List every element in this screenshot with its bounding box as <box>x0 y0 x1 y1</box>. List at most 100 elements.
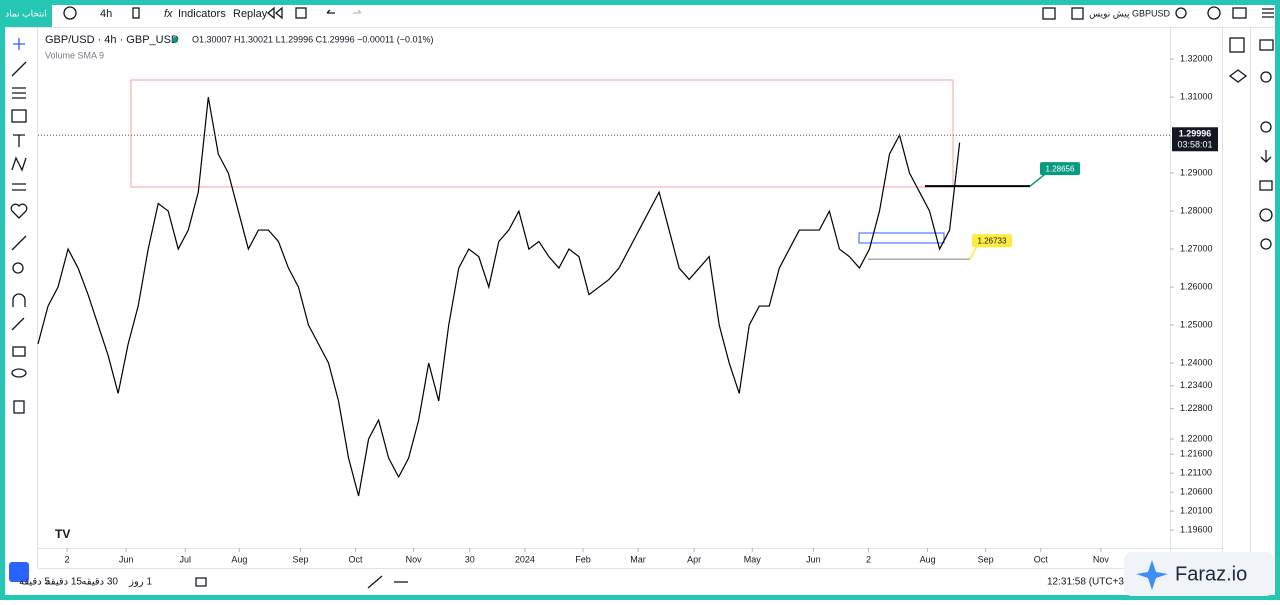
x-tick-label: Nov <box>1093 554 1110 564</box>
symbol-button[interactable] <box>0 0 52 28</box>
tv-logo: TV <box>55 527 70 541</box>
x-tick-label: 2 <box>65 554 70 564</box>
undo-icon[interactable] <box>326 9 335 14</box>
y-tick-label: 1.22800 <box>1180 403 1213 413</box>
last-price-box <box>1172 127 1218 152</box>
timeframe[interactable]: 15 دقیقه <box>45 577 82 588</box>
market-status <box>172 37 178 43</box>
add-icon[interactable] <box>63 6 77 20</box>
hide-tool[interactable] <box>11 368 27 378</box>
layout-icon[interactable] <box>295 7 307 19</box>
alert-icon[interactable] <box>1260 71 1272 83</box>
level-connector <box>969 245 978 260</box>
download-icon[interactable] <box>1260 150 1272 163</box>
watermark-logo <box>1136 560 1168 590</box>
icon-tool[interactable] <box>10 203 28 219</box>
share-icon[interactable] <box>1260 238 1272 250</box>
x-tick-label: Aug <box>231 554 247 564</box>
y-tick-label: 1.20600 <box>1180 487 1213 497</box>
countdown: 03:58:01 <box>1177 140 1212 150</box>
y-tick-label: 1.28000 <box>1180 205 1213 215</box>
level-label: 1.28656 <box>1046 164 1075 173</box>
plot: 1.32000 1.31000 1.29000 1.28000 1.27000 1.260… <box>37 54 1218 564</box>
x-tick-label: Jun <box>119 554 134 564</box>
settings-icon[interactable] <box>1260 121 1272 133</box>
card-icon[interactable] <box>1259 180 1273 191</box>
crosshair-tool[interactable] <box>13 38 25 50</box>
fib-tool[interactable] <box>12 87 26 99</box>
x-tick-label: Sep <box>978 554 994 564</box>
settings-icon[interactable] <box>1207 6 1221 20</box>
lock-tool[interactable] <box>12 346 26 357</box>
level-label-box <box>1040 162 1080 176</box>
replay-icon[interactable] <box>266 6 283 20</box>
y-tick-label: 1.21600 <box>1180 449 1213 459</box>
y-tick-label: 1.21100 <box>1180 468 1212 478</box>
profile-icon[interactable] <box>1259 208 1273 222</box>
x-tick-label: Nov <box>406 554 423 564</box>
x-tick-label: Mar <box>630 554 646 564</box>
magnet-tool[interactable] <box>12 293 26 307</box>
price-line <box>37 97 961 497</box>
interval[interactable]: 4h <box>100 8 112 20</box>
level-label: 1.26733 <box>978 236 1007 245</box>
x-tick-label: Oct <box>1034 554 1049 564</box>
y-tick-label: 1.22000 <box>1180 433 1213 443</box>
trend-line-tool[interactable] <box>11 61 27 77</box>
x-tick-label: 30 <box>465 554 475 564</box>
x-tick-label: Aug <box>920 554 936 564</box>
y-tick-label: 1.27000 <box>1180 243 1213 253</box>
favorites-button[interactable] <box>9 562 29 582</box>
shape-tool[interactable] <box>11 109 27 123</box>
order-block[interactable] <box>858 232 945 244</box>
pattern-tool[interactable] <box>11 156 27 172</box>
line-tool[interactable] <box>367 575 383 589</box>
indicators[interactable]: Indicators <box>178 8 226 20</box>
y-tick-label: 1.23400 <box>1180 380 1213 390</box>
menu-icon[interactable] <box>1262 8 1274 18</box>
watermark-box <box>1124 552 1274 596</box>
app <box>5 5 1275 595</box>
panel-icon[interactable] <box>1259 39 1274 51</box>
x-tick-label: Apr <box>687 554 701 564</box>
goto-icon[interactable] <box>195 577 207 587</box>
layers-icon[interactable] <box>1228 69 1248 83</box>
indicator-label: Volume SMA 9 <box>45 50 104 60</box>
redo-icon <box>353 9 362 14</box>
camera-icon[interactable] <box>1232 7 1247 19</box>
text-tool[interactable] <box>13 134 25 147</box>
fullscreen-icon[interactable] <box>1071 7 1084 20</box>
fx-icon[interactable]: fx <box>164 8 173 20</box>
watermark: Faraz.io <box>1175 563 1247 585</box>
y-tick-label: 1.29000 <box>1180 167 1213 177</box>
timeframe[interactable]: 30 دقیقه <box>81 577 118 588</box>
y-tick-label: 1.26000 <box>1180 281 1213 291</box>
delete-tool[interactable] <box>13 400 25 414</box>
x-tick-label: May <box>744 554 762 564</box>
x-tick-label: Sep <box>292 554 308 564</box>
forecast-tool[interactable] <box>12 183 26 191</box>
last-price-label: 1.29996 <box>1179 129 1212 139</box>
symbol-button-label[interactable]: انتخاب نماد <box>5 8 47 18</box>
window-icon[interactable] <box>1042 7 1056 20</box>
zoom-tool[interactable] <box>12 262 24 274</box>
x-tick-label: 2 <box>866 554 871 564</box>
draw-mode-tool[interactable] <box>11 317 25 331</box>
symbol-search[interactable]: پیش نویس GBPUSD <box>1089 8 1170 19</box>
cloud-icon[interactable] <box>1175 7 1187 19</box>
timeframe[interactable]: 1 روز <box>128 577 152 588</box>
y-tick-label: 1.20100 <box>1180 506 1213 516</box>
timeframe[interactable]: 5 دقیقه <box>19 577 50 588</box>
x-tick-label: Jul <box>180 554 192 564</box>
ohlc: O1.30007 H1.30021 L1.29996 C1.29996 −0.0… <box>192 34 434 44</box>
replay[interactable]: Replay <box>233 8 268 20</box>
y-tick-label: 1.24000 <box>1180 357 1213 367</box>
zone-rectangle[interactable] <box>130 79 954 188</box>
y-tick-label: 1.25000 <box>1180 319 1213 329</box>
ruler-tool[interactable] <box>11 235 27 251</box>
watchlist-icon[interactable] <box>1229 37 1245 53</box>
x-tick-label: Jun <box>806 554 821 564</box>
candles-icon[interactable] <box>132 7 140 19</box>
